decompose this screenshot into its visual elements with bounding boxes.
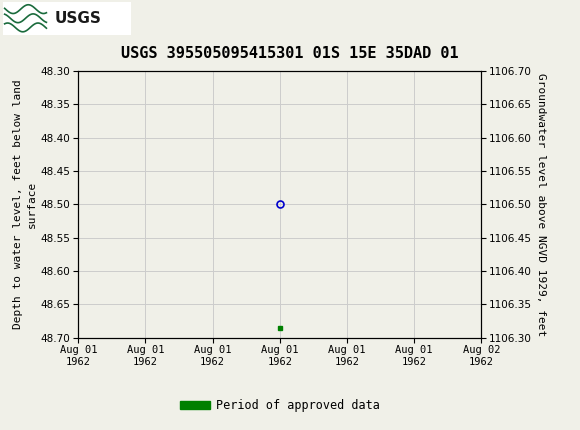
Bar bbox=[3, 2, 130, 35]
Y-axis label: Groundwater level above NGVD 1929, feet: Groundwater level above NGVD 1929, feet bbox=[536, 73, 546, 336]
Legend: Period of approved data: Period of approved data bbox=[176, 394, 384, 417]
Text: USGS: USGS bbox=[55, 11, 102, 26]
Y-axis label: Depth to water level, feet below land
surface: Depth to water level, feet below land su… bbox=[13, 80, 37, 329]
Text: USGS 395505095415301 01S 15E 35DAD 01: USGS 395505095415301 01S 15E 35DAD 01 bbox=[121, 46, 459, 61]
